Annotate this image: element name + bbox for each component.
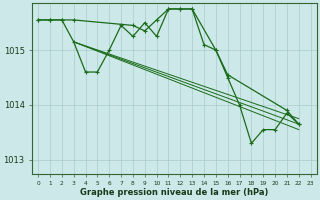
X-axis label: Graphe pression niveau de la mer (hPa): Graphe pression niveau de la mer (hPa) (80, 188, 268, 197)
